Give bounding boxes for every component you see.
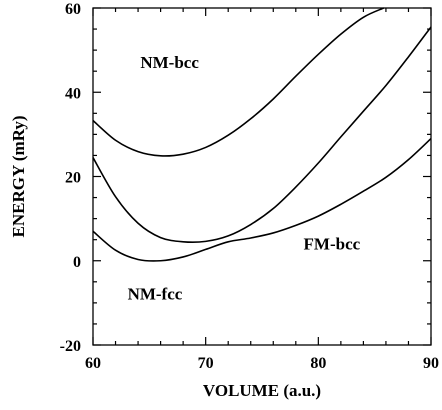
curve-label-nm-bcc: NM-bcc [140,53,199,72]
y-tick-label: 0 [73,254,81,271]
y-tick-label: 60 [65,1,81,18]
x-tick-label: 80 [310,355,326,372]
y-tick-label: -20 [60,338,81,355]
tick-labels-group: 60 70 80 90 -20 0 20 40 60 [60,1,439,372]
annotations-group: NM-bcc FM-bcc NM-fcc [128,53,361,303]
y-axis-label: ENERGY (mRy) [9,115,28,237]
curves-group [92,7,432,262]
y-tick-label: 40 [65,85,81,102]
x-tick-label: 70 [198,355,214,372]
curve-nm-bcc [92,7,385,157]
x-axis-label: VOLUME (a.u.) [203,381,321,400]
plot-frame [92,7,432,346]
x-tick-label: 60 [85,355,101,372]
curve-nm-fcc [92,26,432,243]
curve-label-nm-fcc: NM-fcc [128,285,183,304]
x-tick-label: 90 [423,355,439,372]
curve-label-fm-bcc: FM-bcc [304,234,361,253]
ticks-group [92,7,432,346]
curve-fm-bcc [92,138,432,262]
y-tick-label: 20 [65,170,81,187]
